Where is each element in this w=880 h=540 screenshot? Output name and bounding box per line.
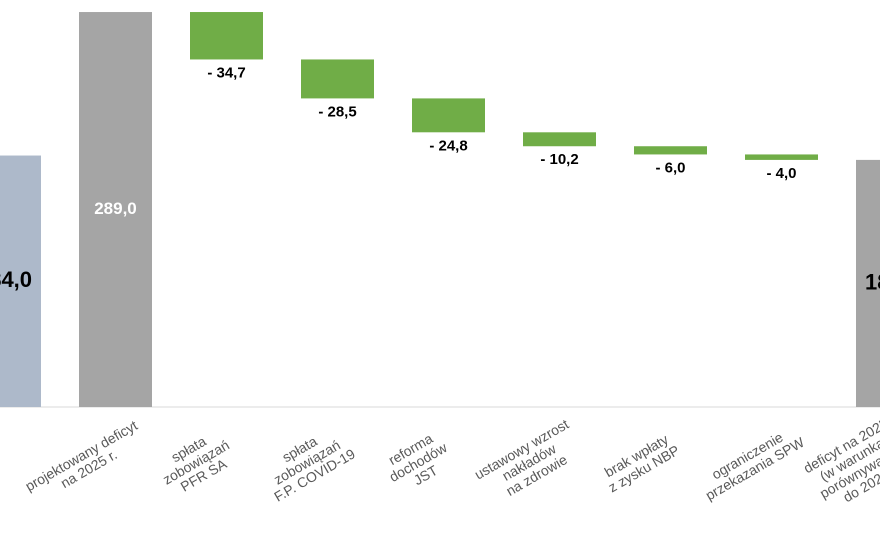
x-tick-label: ustawowy wzrostnakładówna zdrowie	[472, 415, 587, 508]
value-label: - 6,0	[655, 159, 685, 176]
x-tick-label-group: reformadochodówJST	[379, 426, 458, 498]
x-tick-label: reformadochodówJST	[379, 426, 458, 498]
x-tick-label: deficyt na 2025 r.(w warunkachporównywal…	[800, 409, 880, 515]
value-label: - 10,2	[540, 151, 578, 168]
value-label: - 34,7	[207, 64, 245, 81]
value-label: 289,0	[94, 199, 137, 218]
x-tick-label-group: spłatazobowiązańPFR SA	[152, 423, 239, 500]
x-tick-label: projektowany deficytna 2025 r.	[22, 417, 147, 507]
value-label: - 28,5	[318, 103, 356, 120]
value-label: - 24,8	[429, 137, 467, 154]
bar	[856, 159, 880, 407]
bar	[412, 98, 485, 133]
x-tick-label-group: projektowany deficytna 2025 r.	[22, 417, 147, 507]
bar	[301, 59, 374, 99]
bar	[79, 12, 152, 408]
bar	[745, 154, 818, 160]
value-label: 184,0	[0, 267, 32, 292]
x-tick-label-group: ograniczenieprzekazania SPW	[695, 420, 808, 504]
x-tick-label: ograniczenieprzekazania SPW	[695, 420, 808, 503]
value-label: 180,8	[865, 269, 880, 294]
x-tick-label-group: deficyt na 2025 r.(w warunkachporównywal…	[800, 409, 880, 515]
bar	[0, 155, 41, 407]
x-tick-label-group: spłatazobowiązańF.P. COVID-19	[256, 419, 358, 505]
x-tick-label: spłatazobowiązańF.P. COVID-19	[256, 419, 358, 504]
x-tick-label-group: brak wpłatyz zysku NBP	[598, 429, 682, 496]
bar	[190, 12, 263, 60]
x-tick-label: spłatazobowiązańPFR SA	[152, 423, 239, 500]
value-label: - 4,0	[766, 165, 796, 182]
bar	[523, 132, 596, 147]
x-tick-label-group: ustawowy wzrostnakładówna zdrowie	[472, 415, 587, 508]
bar	[634, 146, 707, 155]
x-tick-label: brak wpłatyz zysku NBP	[598, 429, 682, 496]
